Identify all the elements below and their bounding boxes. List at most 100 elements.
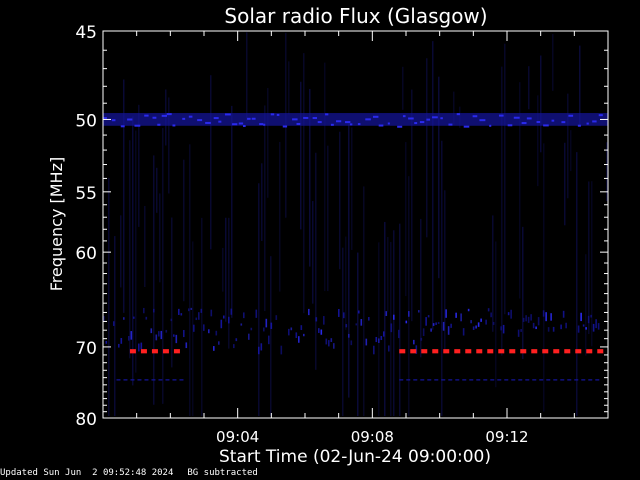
faint-line-cell [434, 379, 439, 381]
y-axis-label: Frequency [MHz] [47, 157, 66, 291]
emission-cell [360, 318, 363, 326]
noise-column [171, 217, 173, 368]
faint-line-cell [455, 379, 460, 381]
noise-column [192, 241, 194, 416]
emission-cell [213, 346, 215, 351]
noise-column [246, 32, 248, 122]
band-cell [397, 125, 403, 128]
noise-column [303, 53, 305, 314]
emission-cell [530, 314, 532, 321]
band-cell [543, 124, 549, 127]
band-cell [419, 121, 425, 124]
noise-column [588, 181, 590, 335]
strong-signal-cell [476, 349, 483, 354]
faint-line-cell [567, 379, 572, 381]
emission-cell [295, 332, 298, 339]
plot-frame [102, 30, 609, 419]
noise-column [279, 141, 281, 292]
emission-cell [145, 316, 148, 320]
emission-cell [228, 316, 230, 324]
noise-column [567, 93, 569, 199]
band-cell [161, 114, 168, 117]
emission-cell [580, 312, 582, 322]
emission-cell [160, 330, 163, 340]
emission-cell [198, 312, 200, 320]
band-cell [243, 125, 246, 128]
emission-cell [260, 343, 263, 351]
emission-cell [477, 322, 480, 327]
noise-column [123, 79, 125, 313]
noise-column [519, 82, 521, 299]
noise-column [579, 45, 581, 127]
emission-cell [542, 310, 545, 317]
emission-cell [320, 329, 323, 335]
emission-cell [485, 319, 487, 325]
emission-cell [467, 308, 470, 312]
emission-cell [178, 308, 180, 315]
noise-column [495, 241, 497, 388]
noise-column [342, 247, 344, 416]
faint-line-cell [179, 379, 184, 381]
y-tick-label: 55 [75, 184, 97, 204]
noise-column [309, 88, 311, 267]
emission-cell [480, 318, 482, 322]
emission-cell [325, 338, 328, 345]
noise-column [432, 41, 434, 330]
band-cell [251, 117, 256, 120]
noise-column [156, 167, 158, 213]
emission-cell [535, 326, 537, 330]
emission-cell [103, 316, 105, 322]
emission-cell [280, 345, 283, 355]
faint-line-cell [172, 379, 177, 381]
emission-cell [562, 310, 565, 318]
emission-cell [128, 336, 130, 341]
noise-column [591, 181, 593, 347]
emission-cell [383, 331, 385, 337]
emission-cell [200, 308, 203, 313]
emission-cell [140, 342, 143, 350]
emission-cell [385, 311, 388, 316]
faint-line-cell [476, 379, 481, 381]
faint-line-cell [158, 379, 163, 381]
band-cell [349, 123, 353, 126]
band-cell [120, 125, 125, 128]
strong-signal-cell [542, 349, 549, 354]
status-footer: Updated Sun Jun 2 09:52:48 2024 BG subtra… [0, 466, 640, 480]
noise-column [606, 142, 608, 201]
faint-line-cell [490, 379, 495, 381]
band-cell [157, 123, 161, 126]
faint-line-cell [560, 379, 565, 381]
band-cell [276, 113, 280, 116]
emission-cell [173, 334, 175, 337]
emission-cell [143, 307, 145, 314]
band-cell [448, 123, 453, 126]
emission-cell [587, 315, 590, 324]
band-cell [536, 121, 541, 124]
emission-cell [527, 316, 530, 323]
emission-cell [547, 327, 550, 332]
strong-signal-cell [454, 349, 461, 354]
band-cell [103, 117, 107, 120]
strong-signal-cell [399, 349, 406, 354]
emission-cell [582, 324, 585, 327]
emission-cell [275, 315, 278, 320]
faint-line-cell [420, 379, 425, 381]
emission-cell [447, 326, 450, 335]
emission-cell [510, 309, 512, 319]
emission-cell [105, 340, 108, 344]
emission-cell [240, 323, 243, 326]
band-cell [111, 119, 116, 122]
emission-cell [263, 327, 265, 332]
feature-faint-line [399, 379, 600, 381]
band-cell [414, 122, 418, 125]
emission-cell [490, 312, 492, 318]
emission-cell [120, 338, 123, 344]
faint-line-cell [116, 379, 121, 381]
noise-column [399, 223, 401, 416]
band-cell [586, 122, 589, 125]
emission-cell [255, 309, 258, 318]
noise-column [264, 105, 266, 312]
strong-signal-cell [553, 349, 560, 354]
faint-line-cell [462, 379, 467, 381]
noise-column [585, 254, 587, 356]
